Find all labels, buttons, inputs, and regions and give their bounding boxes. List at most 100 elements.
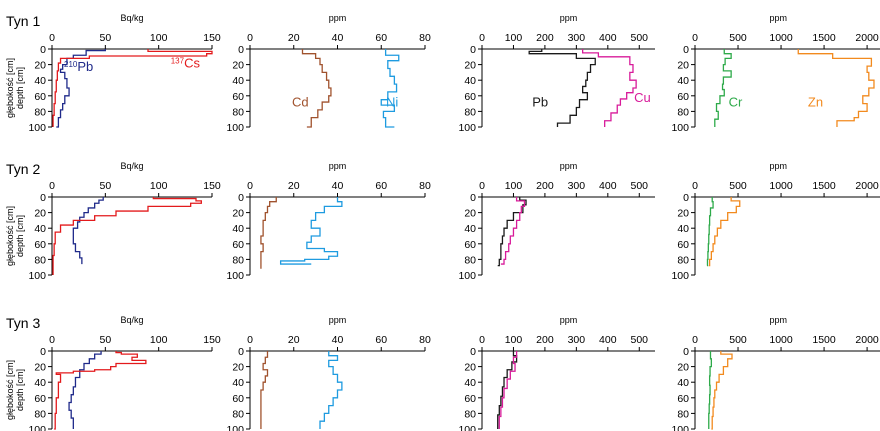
y-axis-title: głębokość [cm] depth [cm] — [5, 58, 25, 118]
y-tick-label: 20 — [232, 208, 244, 220]
y-tick-label: 20 — [232, 362, 244, 374]
core-label: Tyn 3 — [6, 315, 40, 331]
y-axis-label-en: depth [cm] — [15, 369, 25, 411]
series-line-137cs — [52, 49, 213, 127]
y-tick-label: 100 — [458, 424, 476, 431]
panel-4: ppm 0 500 1000 1500 2000 0 20 40 60 80 100 Cr Zn — [671, 13, 880, 134]
x-tick-label: 0 — [479, 334, 485, 346]
panel-1: Bq/kg 0 50 100 150 0 20 40 60 80 100 — [28, 161, 220, 282]
series-line-ni — [319, 351, 343, 429]
x-axis-unit-label: Bq/kg — [120, 161, 143, 171]
y-tick-label: 40 — [232, 377, 244, 389]
panel-4: ppm 0 500 1000 1500 2000 0 20 40 60 80 100 — [671, 161, 880, 282]
x-tick-label: 150 — [203, 334, 221, 346]
y-tick-label: 100 — [458, 122, 476, 134]
y-axis-title: głębokość [cm] depth [cm] — [5, 206, 25, 266]
y-tick-label: 80 — [34, 408, 46, 420]
x-tick-label: 50 — [99, 334, 111, 346]
y-tick-label: 20 — [677, 362, 689, 374]
x-tick-label: 400 — [599, 180, 617, 192]
y-tick-label: 60 — [677, 393, 689, 405]
y-tick-label: 20 — [464, 208, 476, 220]
x-tick-label: 100 — [150, 32, 168, 44]
series-label-210pb: 210Pb — [64, 59, 93, 74]
series-line-cr — [708, 351, 712, 429]
panel-1: Bq/kg 0 50 100 150 0 20 40 60 80 100 210Pb 137Cs — [28, 13, 220, 134]
series-line-ni — [279, 197, 343, 265]
x-tick-label: 50 — [99, 32, 111, 44]
x-tick-label: 0 — [247, 32, 253, 44]
series-label-cr: Cr — [729, 95, 743, 110]
x-tick-label: 300 — [568, 334, 586, 346]
y-tick-label: 40 — [232, 223, 244, 235]
x-axis-unit-label: ppm — [329, 315, 347, 325]
y-tick-label: 100 — [226, 270, 244, 282]
x-tick-label: 1500 — [812, 334, 836, 346]
y-tick-label: 40 — [232, 75, 244, 87]
y-tick-label: 100 — [226, 424, 244, 431]
x-axis-unit-label: ppm — [769, 161, 787, 171]
x-tick-label: 200 — [536, 334, 554, 346]
y-tick-label: 80 — [232, 106, 244, 118]
series-line-137cs — [54, 351, 147, 430]
x-tick-label: 0 — [247, 180, 253, 192]
series-label-137cs: 137Cs — [171, 56, 201, 71]
x-axis-unit-label: ppm — [769, 13, 787, 23]
y-tick-label: 60 — [232, 91, 244, 103]
x-tick-label: 60 — [375, 32, 387, 44]
y-tick-label: 0 — [470, 346, 476, 358]
core-label: Tyn 2 — [6, 161, 40, 177]
y-tick-label: 40 — [34, 223, 46, 235]
y-axis-label-pl: głębokość [cm] — [5, 206, 15, 266]
x-tick-label: 20 — [288, 180, 300, 192]
x-axis-unit-label: ppm — [560, 161, 578, 171]
x-tick-label: 80 — [419, 180, 431, 192]
y-tick-label: 40 — [34, 377, 46, 389]
x-tick-label: 500 — [631, 180, 649, 192]
y-tick-label: 100 — [671, 270, 689, 282]
x-axis-unit-label: ppm — [769, 315, 787, 325]
series-line-pb — [497, 197, 527, 267]
panel-1: Bq/kg 0 50 100 150 0 20 40 60 80 100 — [28, 315, 220, 431]
x-tick-label: 1500 — [812, 32, 836, 44]
y-tick-label: 80 — [232, 254, 244, 266]
y-tick-label: 80 — [464, 254, 476, 266]
x-axis-unit-label: ppm — [560, 13, 578, 23]
series-line-cu — [498, 351, 518, 429]
x-tick-label: 100 — [505, 32, 523, 44]
y-tick-label: 0 — [40, 346, 46, 358]
x-tick-label: 20 — [288, 334, 300, 346]
series-label-cd: Cd — [292, 95, 309, 110]
y-tick-label: 20 — [464, 362, 476, 374]
series-line-cr — [714, 49, 732, 127]
x-tick-label: 200 — [536, 180, 554, 192]
y-tick-label: 100 — [28, 424, 46, 431]
core-label: Tyn 1 — [6, 13, 40, 29]
y-tick-label: 40 — [677, 377, 689, 389]
y-tick-label: 40 — [677, 223, 689, 235]
x-tick-label: 80 — [419, 32, 431, 44]
x-axis-unit-label: ppm — [560, 315, 578, 325]
x-tick-label: 50 — [99, 180, 111, 192]
series-line-210pb — [56, 49, 106, 128]
y-tick-label: 0 — [683, 192, 689, 204]
panel-2: ppm 0 20 40 60 80 0 20 40 60 80 100 Cd Ni — [226, 13, 431, 134]
x-tick-label: 300 — [568, 32, 586, 44]
x-tick-label: 500 — [631, 334, 649, 346]
series-line-cu — [500, 197, 526, 265]
y-tick-label: 60 — [677, 239, 689, 251]
x-tick-label: 500 — [729, 32, 747, 44]
y-tick-label: 80 — [677, 106, 689, 118]
y-tick-label: 60 — [677, 91, 689, 103]
panel-3: ppm 0 100 200 300 400 500 0 20 40 60 80 100 Pb Cu — [458, 13, 655, 134]
x-tick-label: 0 — [49, 180, 55, 192]
y-tick-label: 60 — [464, 393, 476, 405]
y-tick-label: 20 — [677, 208, 689, 220]
x-tick-label: 0 — [479, 180, 485, 192]
x-tick-label: 200 — [536, 32, 554, 44]
x-tick-label: 60 — [375, 334, 387, 346]
y-tick-label: 60 — [34, 239, 46, 251]
y-tick-label: 0 — [470, 44, 476, 56]
y-tick-label: 100 — [226, 122, 244, 134]
